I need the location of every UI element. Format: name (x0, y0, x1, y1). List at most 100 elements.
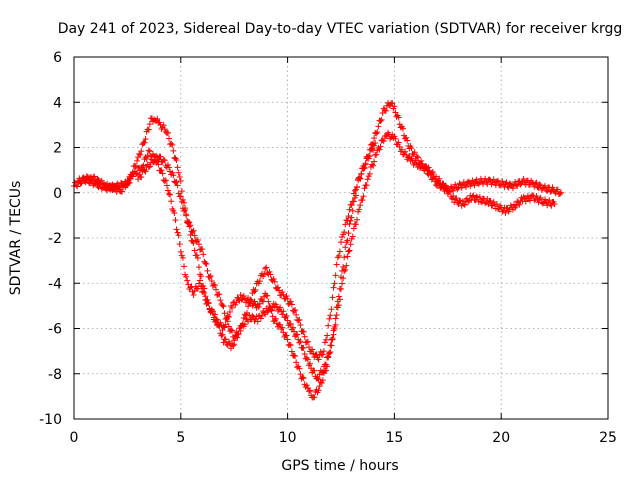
data-point (546, 197, 553, 204)
data-point (338, 286, 344, 293)
data-point (146, 163, 153, 170)
data-point (324, 354, 331, 361)
data-point (257, 315, 264, 322)
data-point (178, 198, 185, 205)
data-point (194, 285, 201, 292)
data-point (333, 261, 340, 268)
data-point (428, 170, 435, 177)
data-point (238, 323, 245, 330)
data-point (304, 338, 311, 345)
data-point (279, 289, 286, 296)
data-point (162, 177, 169, 184)
data-point (216, 291, 223, 298)
data-point (95, 184, 102, 191)
data-point (325, 322, 332, 329)
data-point (299, 328, 306, 335)
data-point (371, 135, 378, 142)
data-point (258, 297, 265, 304)
data-point (219, 302, 226, 309)
data-point (198, 273, 205, 280)
data-point (204, 267, 211, 274)
data-point (209, 308, 216, 315)
data-point (332, 321, 339, 328)
data-point (235, 330, 242, 337)
data-point (170, 172, 177, 179)
data-point (462, 183, 469, 190)
data-point (72, 179, 79, 186)
data-point (287, 320, 294, 327)
data-point (330, 331, 337, 338)
data-point (221, 310, 228, 317)
data-point (330, 284, 337, 291)
data-point (323, 361, 330, 368)
data-point (176, 173, 183, 180)
data-point (359, 197, 366, 204)
data-point (211, 311, 218, 318)
data-point (357, 175, 364, 182)
data-point (203, 260, 210, 267)
data-point (376, 146, 383, 153)
data-point (288, 301, 295, 308)
data-point (505, 184, 512, 191)
data-point (297, 322, 304, 329)
data-point (244, 310, 251, 317)
chart-title: Day 241 of 2023, Sidereal Day-to-day VTE… (58, 21, 623, 37)
data-point (449, 195, 456, 202)
data-point (94, 175, 101, 182)
data-point (78, 179, 85, 186)
data-point (315, 387, 322, 394)
data-point (323, 367, 330, 374)
data-point (186, 219, 193, 226)
data-point (351, 187, 358, 194)
data-point (323, 336, 330, 343)
data-point (166, 135, 173, 142)
data-point (349, 233, 356, 240)
data-point (230, 342, 237, 349)
data-point (234, 294, 241, 301)
data-point (345, 213, 352, 220)
data-point (348, 214, 355, 221)
data-point (206, 274, 213, 281)
data-point (249, 312, 256, 319)
data-point (222, 321, 229, 328)
data-point (362, 161, 369, 168)
data-point (354, 184, 361, 191)
data-point (247, 300, 254, 307)
data-point (453, 195, 460, 202)
data-point (161, 157, 168, 164)
data-point (266, 268, 273, 275)
data-point (311, 367, 318, 374)
data-point (470, 192, 477, 199)
y-tick-label: 4 (53, 95, 62, 111)
data-point (327, 342, 334, 349)
data-point (146, 148, 153, 155)
data-point (313, 351, 320, 358)
data-point (531, 197, 538, 204)
data-point (143, 155, 150, 162)
data-point (167, 191, 174, 198)
data-point (471, 182, 478, 189)
x-axis-label: GPS time / hours (281, 458, 398, 474)
data-point (296, 316, 303, 323)
data-point (175, 169, 182, 176)
data-point (214, 316, 221, 323)
data-point (485, 201, 492, 208)
data-point (169, 141, 176, 148)
data-point (129, 173, 136, 180)
data-point (348, 202, 355, 209)
data-point (81, 178, 88, 185)
data-point (288, 348, 295, 355)
data-point (460, 179, 467, 186)
y-tick-label: -6 (48, 322, 62, 338)
data-point (283, 332, 290, 339)
data-point (328, 306, 335, 313)
data-point (277, 304, 284, 311)
data-point (460, 201, 467, 208)
data-point (333, 312, 340, 319)
data-point (231, 337, 238, 344)
data-point (161, 126, 168, 133)
data-point (539, 200, 546, 207)
x-tick-label: 20 (492, 430, 510, 446)
data-point (283, 312, 290, 319)
